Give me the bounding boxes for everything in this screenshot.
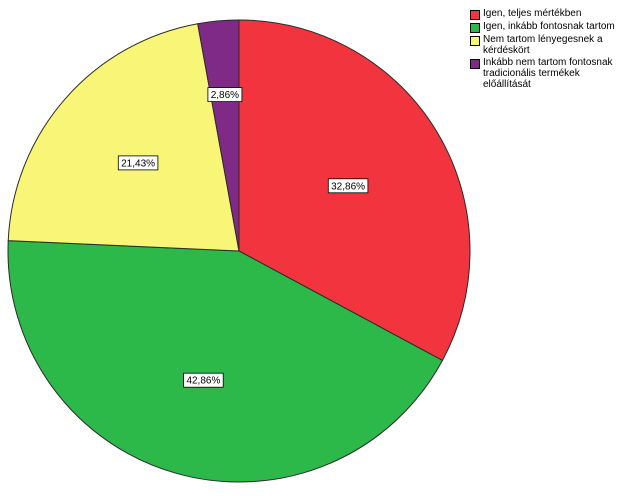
pie-label-text-teljes: 32,86% (331, 181, 365, 192)
legend-item-inkabb-fontos: Igen, inkább fontosnak tartom (470, 21, 625, 33)
legend-swatch-inkabb-fontos (470, 23, 480, 33)
pie-label-nem-lenyeges: 21,43% (117, 155, 159, 171)
legend-swatch-teljes (470, 10, 480, 20)
legend-swatch-inkabb-nem (470, 59, 480, 69)
legend-label-teljes: Igen, teljes mértékben (483, 8, 582, 19)
legend-label-nem-lenyeges: Nem tartom lényegesnek a kérdéskört (483, 34, 603, 56)
pie-label-inkabb-nem: 2,86% (207, 87, 243, 102)
pie-slice-inkabb-fontos (7, 240, 444, 483)
legend-item-inkabb-nem: Inkább nem tartom fontosnak tradicionáli… (470, 57, 625, 90)
pie-label-teljes: 32,86% (327, 178, 369, 194)
legend-label-inkabb-nem: Inkább nem tartom fontosnak tradicionáli… (483, 57, 613, 90)
legend-swatch-nem-lenyeges (470, 36, 480, 46)
legend: Igen, teljes mértékben Igen, inkább font… (470, 8, 625, 91)
legend-item-teljes: Igen, teljes mértékben (470, 8, 625, 20)
pie-label-text-inkabb-fontos: 42,86% (186, 376, 220, 387)
pie-label-inkabb-fontos: 42,86% (183, 372, 224, 388)
pie-label-text-inkabb-nem: 2,86% (211, 90, 239, 101)
legend-label-inkabb-fontos: Igen, inkább fontosnak tartom (483, 21, 615, 32)
pie-label-text-nem-lenyeges: 21,43% (121, 158, 155, 169)
legend-item-nem-lenyeges: Nem tartom lényegesnek a kérdéskört (470, 34, 625, 56)
pie-slice-nem-lenyeges (7, 23, 240, 252)
pie-slice-inkabb-nem (197, 19, 240, 252)
